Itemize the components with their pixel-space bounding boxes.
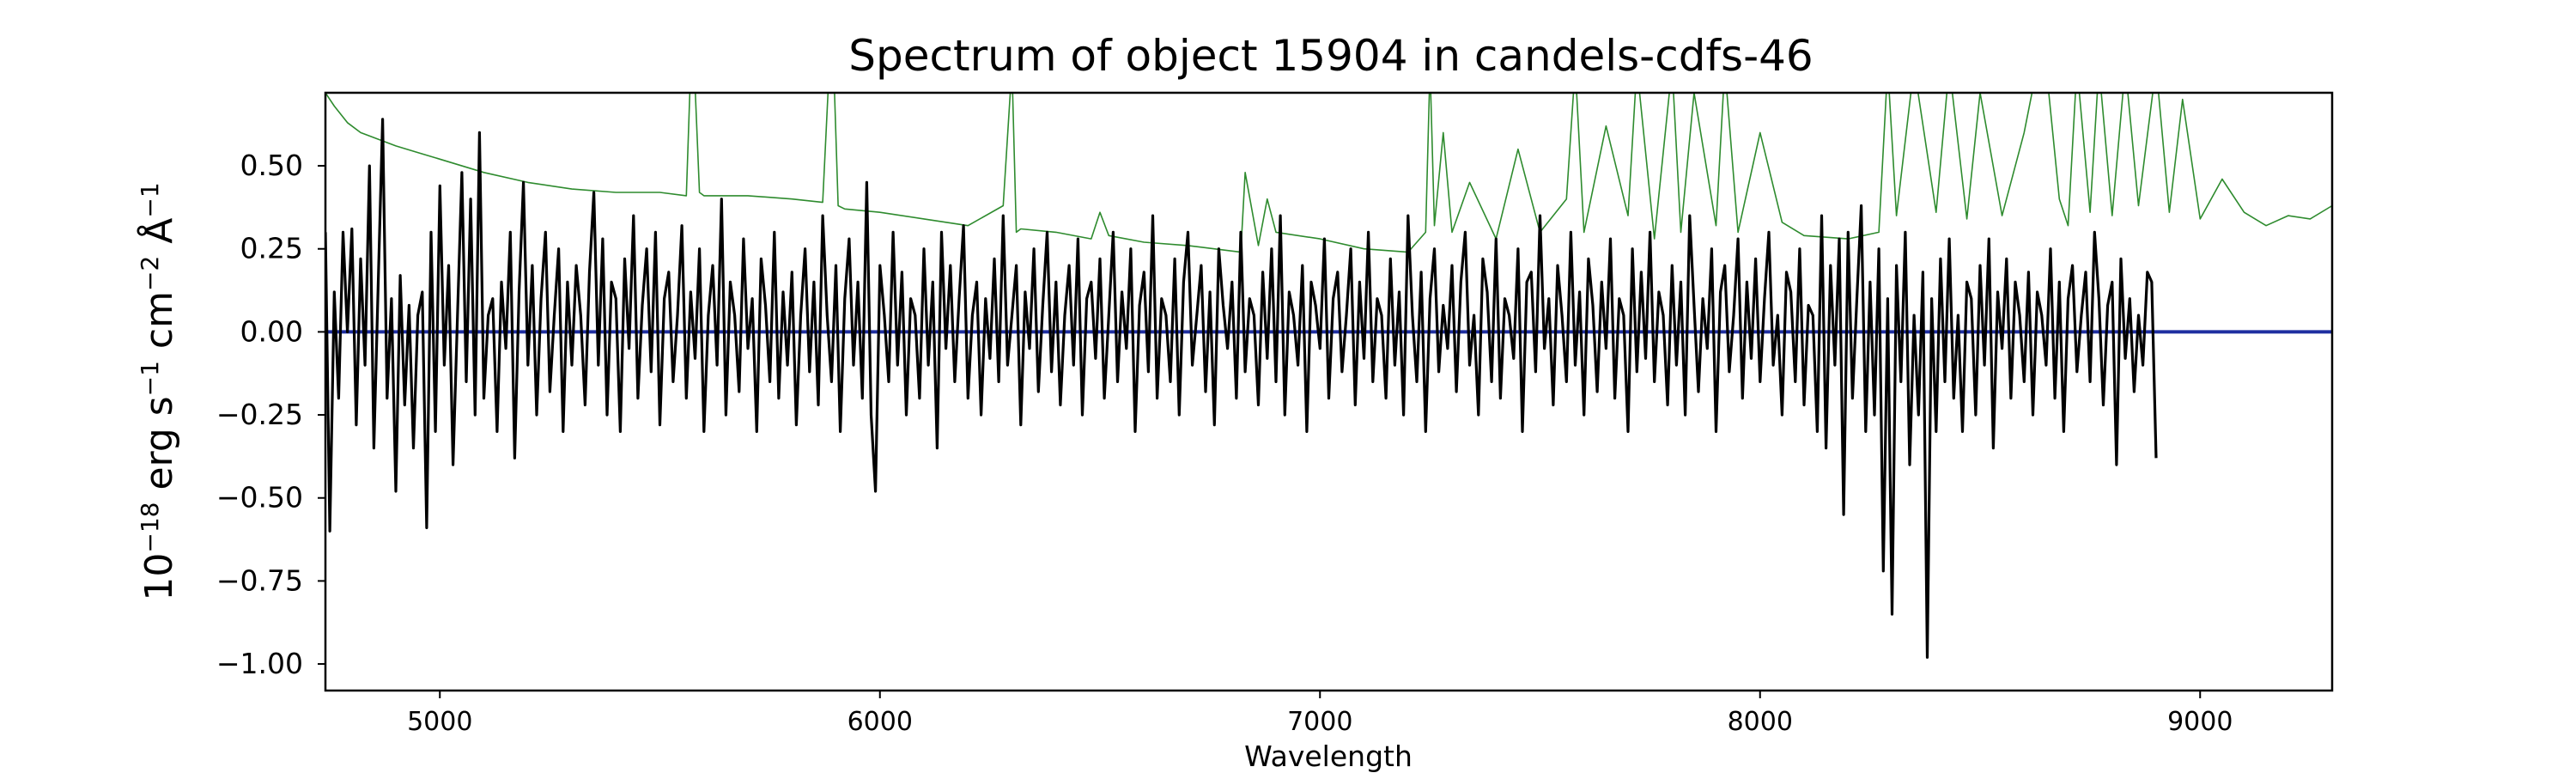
x-tick-label: 6000: [848, 707, 913, 737]
y-tick-label: 0.50: [240, 149, 303, 182]
y-tick-label: 0.25: [240, 232, 303, 265]
series-layer: [325, 93, 2332, 659]
y-tick-label: −1.00: [216, 647, 303, 680]
y-axis-label: 10−18 erg s−1 cm−2 Å−1: [136, 182, 182, 600]
chart-title: Spectrum of object 15904 in candels-cdfs…: [848, 31, 1814, 81]
y-tick-label: 0.00: [240, 314, 303, 348]
spectrum-line: [325, 118, 2158, 659]
y-tick-label: −0.50: [216, 481, 303, 514]
x-tick-label: 7000: [1287, 707, 1352, 737]
y-tick-label: −0.25: [216, 398, 303, 431]
plot-frame: [324, 91, 2334, 692]
y-axis: 0.50 0.25 0.00 −0.25 −0.50 −0.75 −1.00: [216, 149, 325, 680]
y-tick-label: −0.75: [216, 563, 303, 597]
x-axis-label: Wavelength: [1244, 740, 1413, 773]
x-tick-label: 8000: [1728, 707, 1793, 737]
x-axis: 5000 6000 7000 8000 9000: [407, 691, 2233, 737]
x-tick-label: 5000: [407, 707, 472, 737]
x-tick-label: 9000: [2167, 707, 2233, 737]
sky-line: [325, 93, 2332, 253]
